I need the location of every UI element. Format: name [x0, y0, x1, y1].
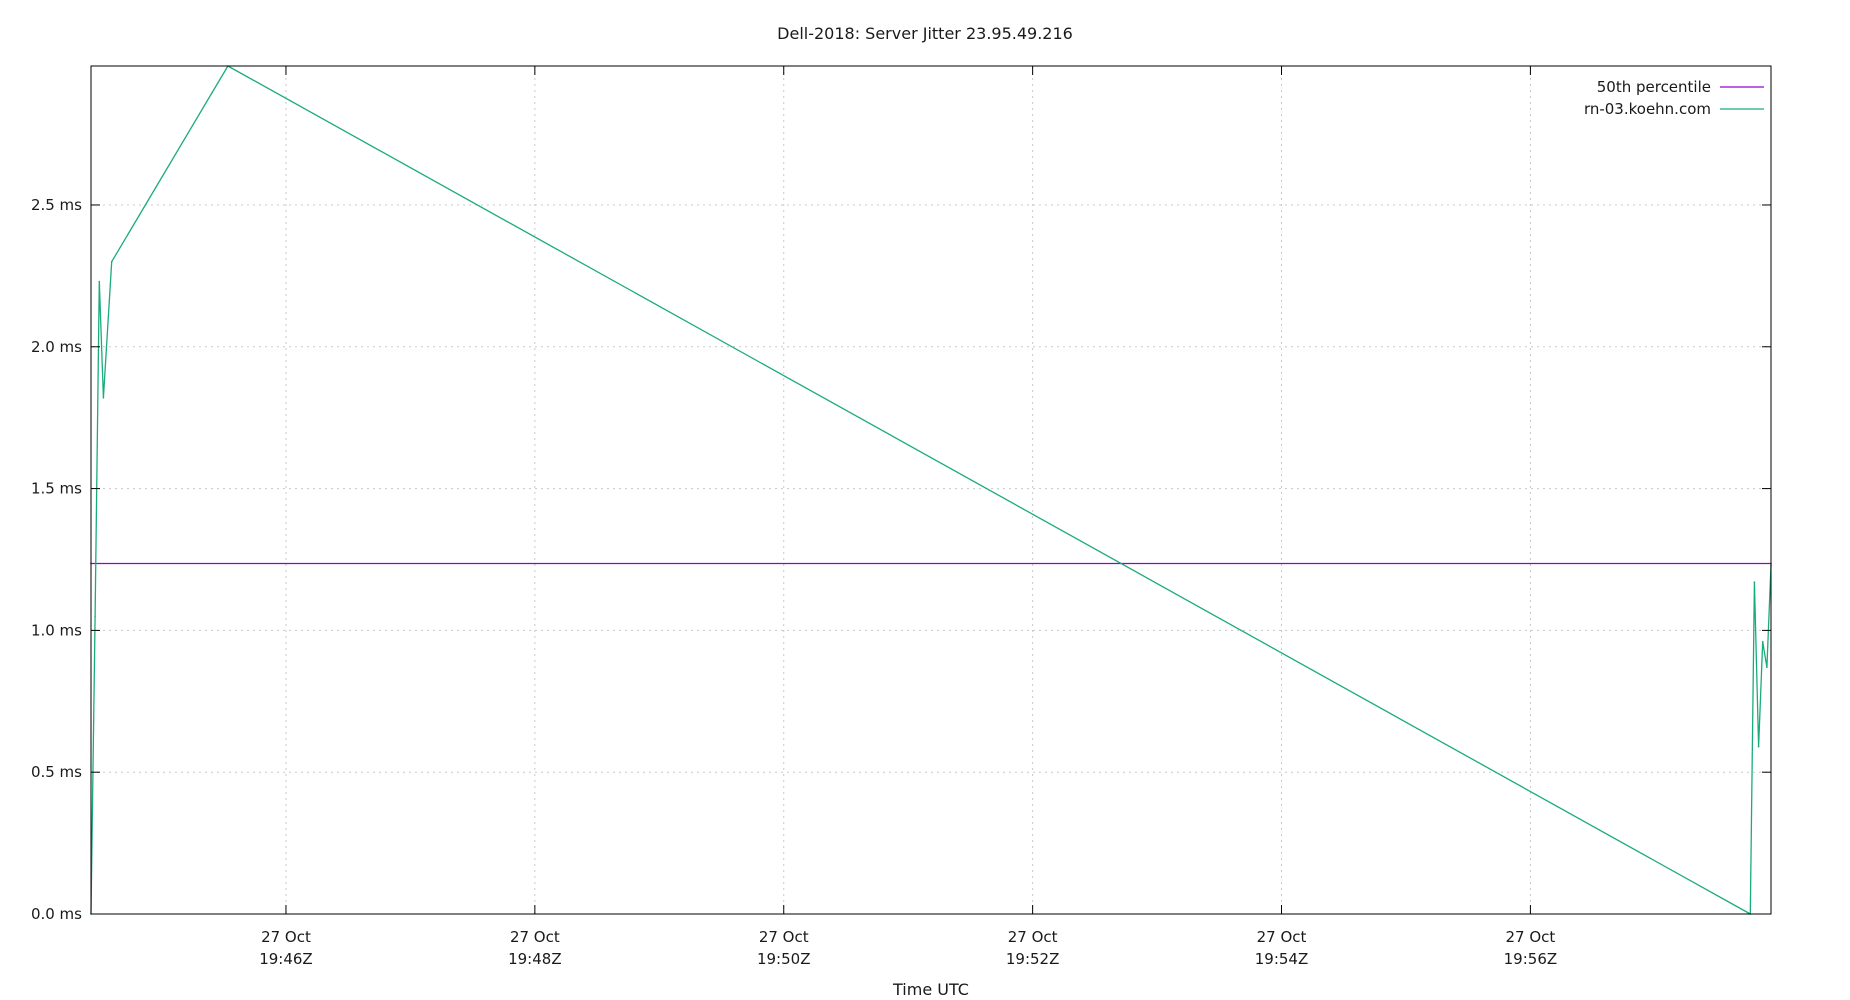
x-tick-label-time: 19:54Z — [1255, 950, 1309, 968]
x-tick-label-date: 27 Oct — [510, 928, 560, 946]
y-tick-label: 2.5 ms — [31, 196, 82, 214]
y-tick-label: 0.0 ms — [31, 905, 82, 923]
data-point — [1753, 581, 1756, 583]
chart-title: Dell-2018: Server Jitter 23.95.49.216 — [777, 24, 1073, 43]
y-tick-label: 1.5 ms — [31, 480, 82, 498]
x-tick-label-date: 27 Oct — [1257, 928, 1307, 946]
series-line-rn-03-koehn-com — [90, 65, 1772, 915]
tick-labels: 0.0 ms 0.5 ms 1.0 ms 1.5 ms 2.0 ms 2.5 ms 27 O… — [31, 196, 1557, 968]
axis-ticks — [91, 66, 1771, 915]
x-tick-label-time: 19:56Z — [1504, 950, 1558, 968]
data-point — [102, 397, 105, 399]
series-layer — [90, 65, 1772, 915]
data-point — [1766, 666, 1768, 669]
y-tick-label: 2.0 ms — [31, 338, 82, 356]
y-tick-label: 1.0 ms — [31, 621, 82, 639]
x-axis-label: Time UTC — [892, 980, 969, 999]
data-point — [98, 280, 101, 283]
data-point — [94, 615, 96, 618]
data-point — [110, 260, 113, 263]
data-point — [1761, 640, 1764, 643]
x-tick-label-time: 19:52Z — [1006, 950, 1060, 968]
x-tick-label-time: 19:50Z — [757, 950, 811, 968]
x-tick-label-time: 19:46Z — [259, 950, 313, 968]
x-tick-label-date: 27 Oct — [759, 928, 809, 946]
x-tick-label-time: 19:48Z — [508, 950, 562, 968]
legend-label: 50th percentile — [1597, 78, 1711, 96]
plot-frame — [90, 65, 1772, 915]
x-tick-label-date: 27 Oct — [261, 928, 311, 946]
grid-lines — [91, 66, 1771, 914]
legend: 50th percentile rn-03.koehn.com — [1584, 78, 1764, 118]
x-tick-label-date: 27 Oct — [1506, 928, 1556, 946]
y-tick-label: 0.5 ms — [31, 763, 82, 781]
data-point — [1757, 745, 1760, 748]
legend-label: rn-03.koehn.com — [1584, 100, 1711, 118]
x-tick-label-date: 27 Oct — [1008, 928, 1058, 946]
